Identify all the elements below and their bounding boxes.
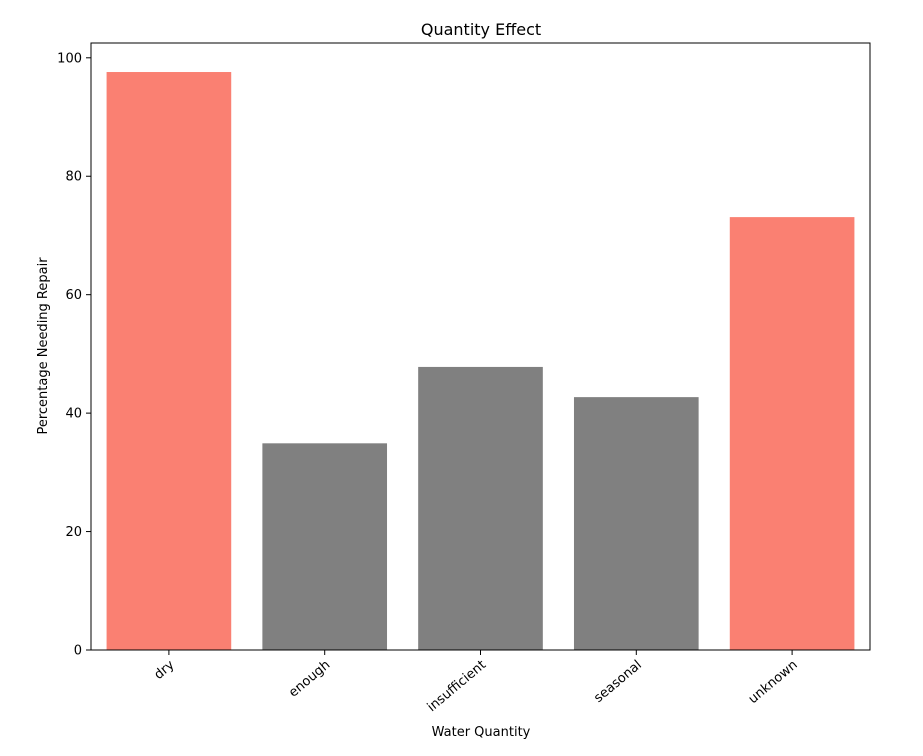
- bar-dry: [106, 72, 232, 650]
- bar-insufficient: [418, 366, 543, 650]
- y-tick-label-40: 40: [65, 407, 82, 422]
- y-tick-label-20: 20: [65, 525, 82, 540]
- x-axis-label: Water Quantity: [432, 725, 531, 740]
- bars-group: [106, 72, 855, 651]
- y-axis: 0 20 40 60 80 100: [57, 51, 91, 659]
- bar-enough: [262, 443, 388, 650]
- chart-title: Quantity Effect: [421, 20, 541, 39]
- y-tick-label-60: 60: [65, 288, 82, 303]
- bar-seasonal: [573, 397, 699, 650]
- y-axis-label: Percentage Needing Repair: [36, 257, 51, 435]
- y-tick-label-100: 100: [57, 51, 82, 66]
- y-tick-label-80: 80: [65, 170, 82, 185]
- bar-unknown: [729, 217, 855, 651]
- y-tick-label-0: 0: [74, 644, 82, 659]
- plot-frame: [90, 42, 871, 651]
